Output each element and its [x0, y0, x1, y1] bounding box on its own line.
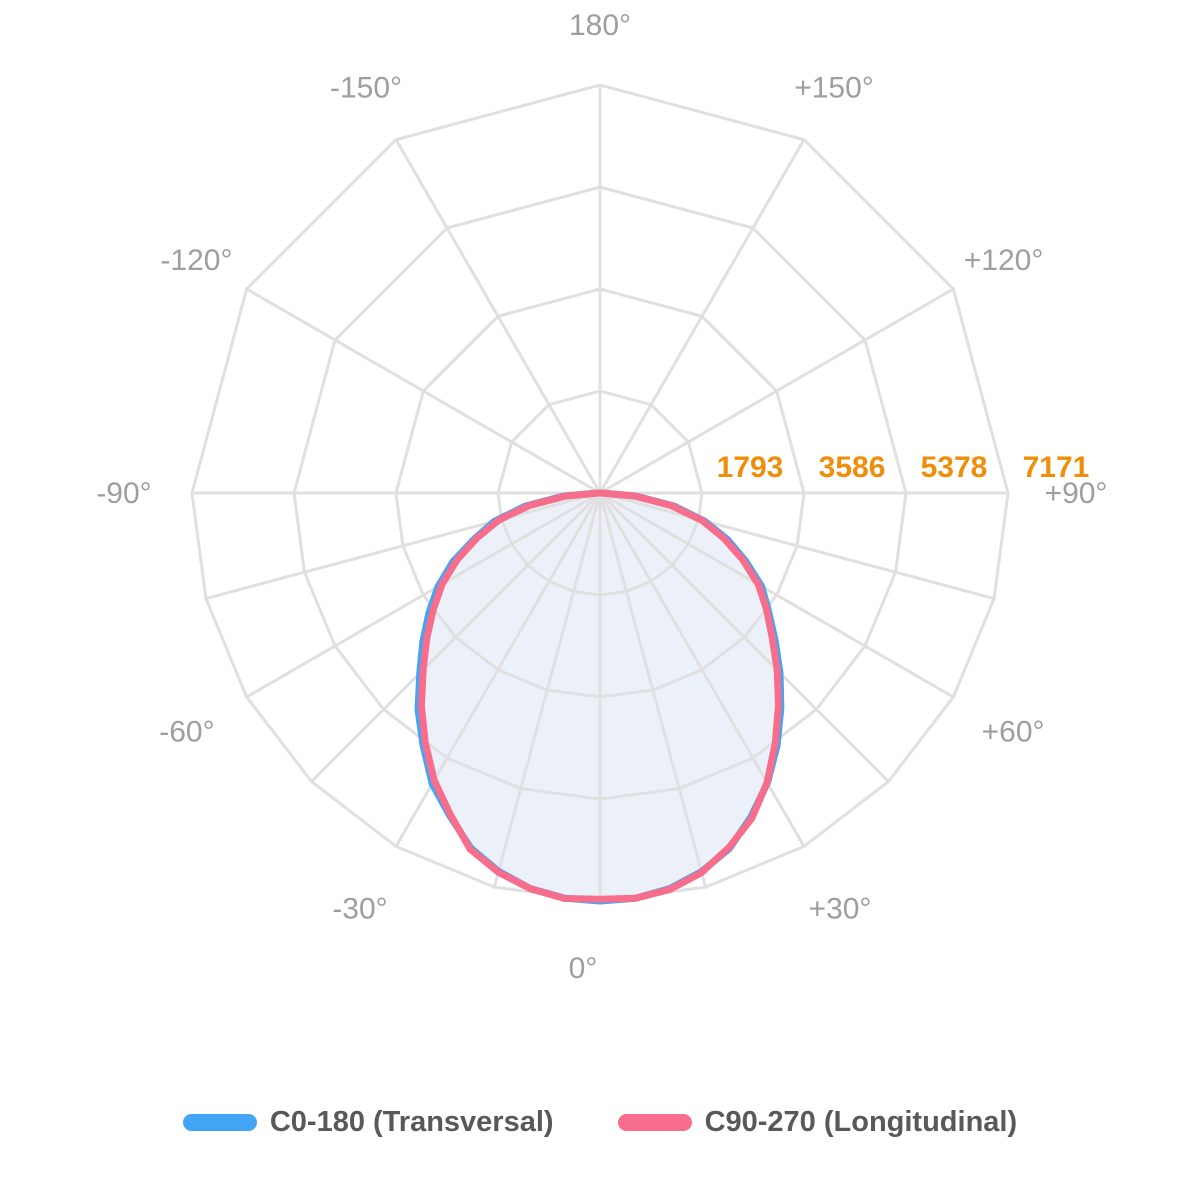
polar-grid-spoke--60	[245, 491, 602, 699]
polar-grid-spoke--75	[204, 491, 602, 601]
polar-grid-spoke--30	[394, 491, 602, 848]
polar-grid-spoke-15	[598, 491, 708, 889]
polar-grid-spoke-150	[598, 138, 806, 495]
polar-grid-spoke--45	[310, 491, 602, 783]
series-curve-c90-270	[417, 489, 782, 903]
polar-grid-spoke-45	[598, 491, 890, 783]
polar-grid-spoke-120	[598, 287, 955, 495]
angle-label-180: 180°	[569, 9, 631, 42]
legend-label-c0-180-transversal: C0-180 (Transversal)	[269, 1106, 554, 1138]
legend-label-c90-270-longitudinal: C90-270 (Longitudinal)	[704, 1106, 1018, 1138]
polar-grid-spoke--150	[394, 138, 602, 495]
angle-label--90: -90°	[96, 477, 151, 510]
angle-label--150: -150°	[330, 72, 402, 105]
radial-tick-1793: 1793	[717, 451, 784, 484]
angle-label--30: -30°	[332, 893, 387, 926]
angle-label--120: -120°	[160, 244, 232, 277]
angle-label-150: +150°	[794, 72, 874, 105]
angle-label-60: +60°	[982, 716, 1045, 749]
polar-plot-canvas: 180° -150° +150° -120° +120° -90° +90° -60° +60°…	[96, 9, 1108, 985]
legend-item-c90-270-longitudinal[interactable]: C90-270 (Longitudinal)	[617, 1106, 1018, 1139]
radial-tick-7171: 7171	[1023, 451, 1090, 484]
angle-label-0: 0°	[569, 952, 598, 985]
legend-swatch-c90-270-longitudinal	[617, 1114, 692, 1131]
radial-tick-3586: 3586	[819, 451, 886, 484]
polar-grid-spoke-75	[598, 491, 996, 601]
chart-legend: C0-180 (Transversal) C90-270 (Longitudina…	[0, 1106, 1200, 1139]
angle-label-90: +90°	[1045, 477, 1108, 510]
angle-label-120: +120°	[964, 244, 1044, 277]
angle-label-30: +30°	[809, 893, 872, 926]
polar-grid-spoke--120	[245, 287, 602, 495]
legend-item-c0-180-transversal[interactable]: C0-180 (Transversal)	[182, 1106, 554, 1139]
polar-grid-spoke-30	[598, 491, 806, 848]
angle-label--60: -60°	[159, 716, 214, 749]
polar-grid-spoke--15	[492, 491, 602, 889]
polar-grid-spoke-60	[598, 491, 955, 699]
radial-tick-5378: 5378	[921, 451, 988, 484]
legend-swatch-c0-180-transversal	[182, 1114, 257, 1131]
